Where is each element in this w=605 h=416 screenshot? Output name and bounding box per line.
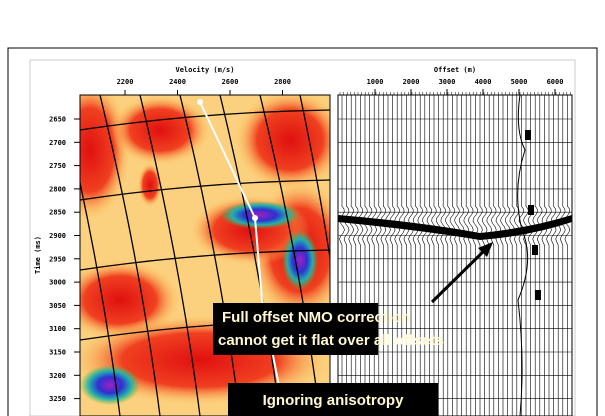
trace	[375, 95, 382, 416]
trace	[467, 95, 474, 416]
time-tick-label: 3250	[49, 395, 66, 403]
trace	[366, 95, 373, 416]
trace	[495, 95, 502, 416]
trace	[564, 95, 571, 416]
trace	[412, 95, 419, 416]
trace	[486, 95, 493, 416]
trace	[357, 95, 364, 416]
arrow-head	[478, 242, 493, 257]
trace	[458, 95, 465, 416]
trace	[490, 95, 497, 416]
time-tick-label: 3200	[49, 372, 66, 380]
trace	[426, 95, 433, 416]
trace	[435, 95, 442, 416]
time-tick-label: 2800	[49, 185, 66, 193]
wiggle-peak	[525, 130, 531, 140]
wiggle	[517, 95, 529, 416]
trace	[389, 95, 396, 416]
velocity-tick-label: 2600	[222, 78, 239, 86]
trace	[339, 95, 345, 416]
trace	[431, 95, 437, 416]
trace	[417, 95, 424, 416]
trace	[385, 95, 391, 416]
time-tick-label: 2650	[49, 116, 66, 124]
trace	[527, 95, 534, 416]
trace	[536, 95, 543, 416]
wiggle-peak	[532, 245, 538, 255]
offset-tick-label: 4000	[475, 78, 492, 86]
trace	[362, 95, 368, 416]
trace	[380, 95, 387, 416]
event	[338, 215, 572, 240]
time-tick-label: 3000	[49, 279, 66, 287]
semblance-border	[79, 94, 331, 416]
wiggle-peak	[528, 205, 534, 215]
trace	[348, 95, 355, 416]
trace	[440, 95, 447, 416]
trace	[421, 95, 428, 416]
trace	[394, 95, 401, 416]
offset-tick-label: 6000	[547, 78, 564, 86]
offset-tick-label: 1000	[367, 78, 384, 86]
velocity-tick-label: 2400	[169, 78, 186, 86]
time-tick-label: 3100	[49, 325, 66, 333]
trace	[518, 95, 525, 416]
trace	[509, 95, 516, 416]
velocity-tick-label: 2800	[274, 78, 291, 86]
trace	[472, 95, 479, 416]
semblance	[80, 95, 330, 416]
trace	[343, 95, 350, 416]
trace	[513, 95, 520, 416]
trace	[398, 95, 405, 416]
trace	[481, 95, 488, 416]
annotation: Full offset NMO correction	[222, 309, 410, 326]
annotation: cannot get it flat over all offsets	[218, 332, 444, 349]
trace	[555, 95, 562, 416]
trace	[523, 95, 529, 416]
offset-tick-label: 3000	[439, 78, 456, 86]
trace	[541, 95, 548, 416]
trace	[504, 95, 511, 416]
trace	[352, 95, 359, 416]
trace	[371, 95, 378, 416]
time-tick-label: 2850	[49, 209, 66, 217]
trace	[444, 95, 451, 416]
time-label: Time (ms)	[34, 236, 42, 274]
trace	[408, 95, 414, 416]
annotation: Ignoring anisotropy	[263, 392, 404, 409]
trace	[454, 95, 460, 416]
velocity-tick-label: 2200	[117, 78, 134, 86]
arrow	[430, 243, 492, 304]
trace	[532, 95, 539, 416]
time-tick-label: 3150	[49, 349, 66, 357]
velocity-label: Velocity (m/s)	[175, 66, 234, 74]
trace	[546, 95, 552, 416]
trace	[449, 95, 456, 416]
offset-tick-label: 2000	[403, 78, 420, 86]
annotation-box	[213, 303, 378, 355]
trace	[403, 95, 410, 416]
offset-label: Offset (m)	[434, 66, 476, 74]
wiggle-peak	[535, 290, 541, 300]
time-tick-label: 2750	[49, 162, 66, 170]
offset-tick-label: 5000	[511, 78, 528, 86]
trace	[550, 95, 557, 416]
time-tick-label: 2950	[49, 255, 66, 263]
time-tick-label: 3050	[49, 302, 66, 310]
trace	[463, 95, 470, 416]
trace	[500, 95, 506, 416]
annotation-box	[228, 383, 438, 416]
time-tick-label: 2700	[49, 139, 66, 147]
time-tick-label: 2900	[49, 232, 66, 240]
trace	[559, 95, 566, 416]
